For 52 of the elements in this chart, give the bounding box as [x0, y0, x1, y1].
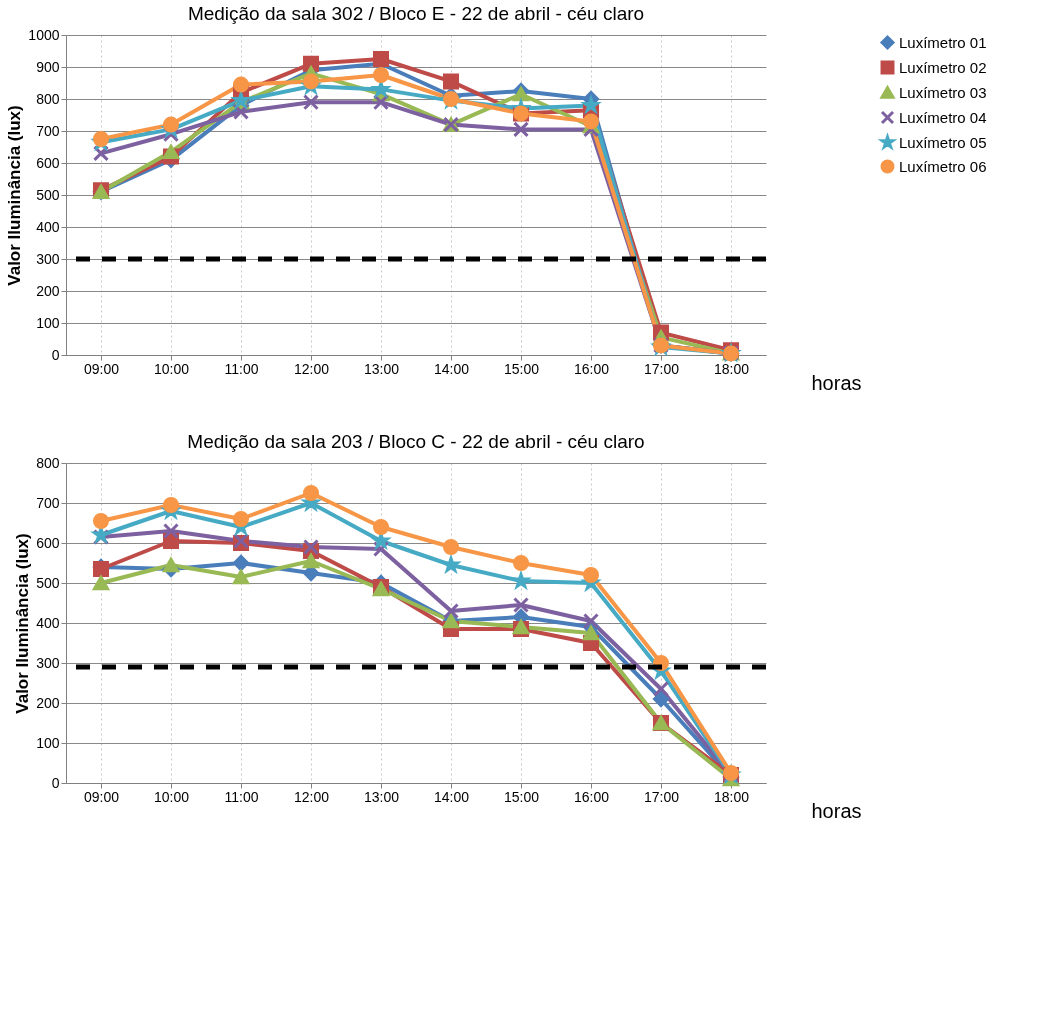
y-tick-label: 600	[36, 534, 60, 551]
chart-title: Medição da sala 302 / Bloco E - 22 de abril - céu claro	[187, 3, 645, 24]
x-tick-label: 16:00	[573, 788, 610, 805]
x-tick-label: 14:00	[433, 788, 470, 805]
x-tick-label: 17:00	[643, 360, 680, 377]
x-axis-title: horas	[811, 799, 862, 822]
y-tick-label: 200	[36, 694, 60, 711]
y-tick-label: 800	[36, 90, 60, 107]
y-tick-label: 100	[36, 734, 60, 751]
x-tick-label: 09:00	[83, 360, 120, 377]
y-tick-label: 300	[36, 250, 60, 267]
legend-label: Luxímetro 06	[899, 157, 987, 175]
legend-label: Luxímetro 03	[899, 83, 987, 101]
y-tick-label: 400	[36, 218, 60, 235]
legend-label: Luxímetro 01	[899, 33, 987, 51]
legend-label: Luxímetro 05	[899, 133, 987, 151]
y-tick-label: 100	[36, 314, 60, 331]
y-tick-label: 500	[36, 186, 60, 203]
y-tick-label: 300	[36, 654, 60, 671]
x-tick-label: 16:00	[573, 360, 610, 377]
chart-title: Medição da sala 203 / Bloco C - 22 de abril - céu claro	[187, 431, 645, 452]
y-tick-label: 1000	[28, 26, 60, 43]
y-axis-title: Valor Iluminância (lux)	[13, 533, 33, 714]
x-tick-label: 09:00	[83, 788, 120, 805]
x-tick-label: 12:00	[293, 788, 330, 805]
y-tick-label: 700	[36, 494, 60, 511]
x-tick-label: 10:00	[153, 360, 190, 377]
x-tick-label: 13:00	[363, 788, 400, 805]
y-axis-title: Valor Iluminância (lux)	[5, 105, 25, 286]
x-tick-label: 14:00	[433, 360, 470, 377]
x-axis-title: horas	[811, 371, 862, 394]
x-tick-label: 11:00	[224, 360, 259, 377]
x-tick-label: 15:00	[503, 360, 540, 377]
y-tick-label: 800	[36, 454, 60, 471]
y-tick-label: 900	[36, 58, 60, 75]
y-tick-label: 0	[51, 346, 60, 363]
x-tick-label: 15:00	[503, 788, 540, 805]
x-tick-label: 18:00	[713, 788, 750, 805]
x-tick-label: 11:00	[224, 788, 259, 805]
x-tick-label: 13:00	[363, 360, 400, 377]
y-tick-label: 700	[36, 122, 60, 139]
y-tick-label: 600	[36, 154, 60, 171]
y-tick-label: 200	[36, 282, 60, 299]
y-tick-label: 500	[36, 574, 60, 591]
x-tick-label: 17:00	[643, 788, 680, 805]
y-tick-label: 0	[51, 774, 60, 791]
x-tick-label: 18:00	[713, 360, 750, 377]
legend-label: Luxímetro 02	[899, 58, 987, 76]
y-tick-label: 400	[36, 614, 60, 631]
legend-label: Luxímetro 04	[899, 108, 987, 126]
x-tick-label: 10:00	[153, 788, 190, 805]
x-tick-label: 12:00	[293, 360, 330, 377]
